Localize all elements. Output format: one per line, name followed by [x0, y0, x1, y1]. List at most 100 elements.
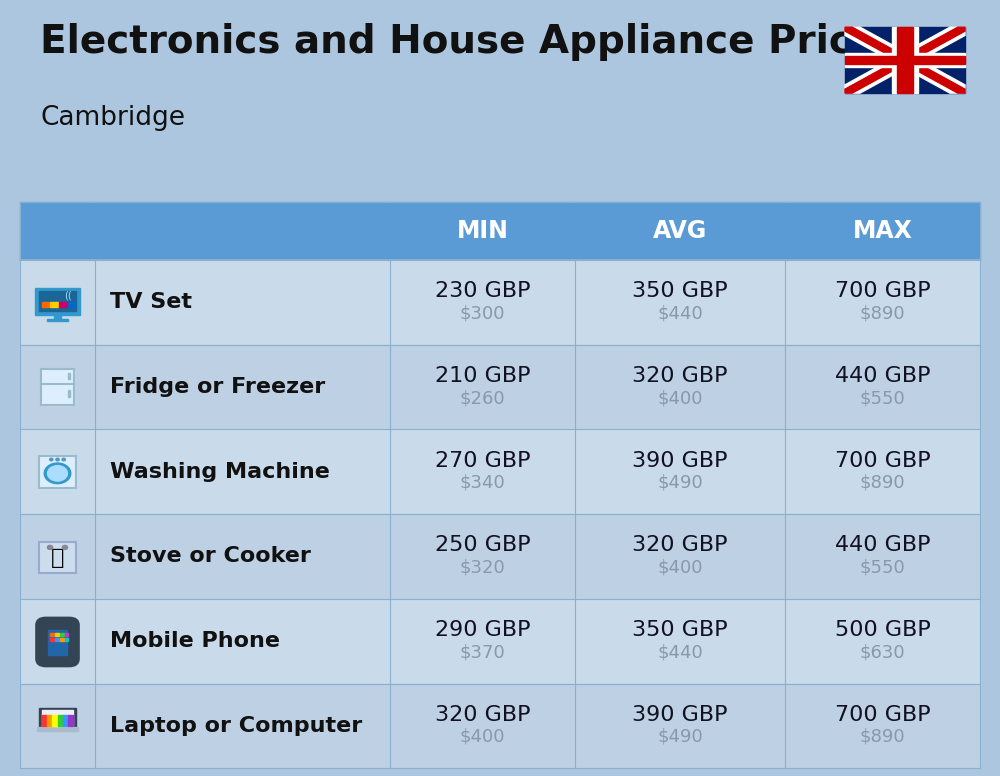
Bar	[50, 633, 54, 636]
Text: Laptop or Computer: Laptop or Computer	[110, 716, 362, 736]
Circle shape	[56, 458, 59, 461]
Circle shape	[62, 458, 65, 461]
Text: 500 GBP: 500 GBP	[835, 620, 930, 640]
Text: 440 GBP: 440 GBP	[835, 366, 930, 386]
Text: AVG: AVG	[653, 219, 707, 243]
Bar	[60, 633, 64, 636]
Bar	[390, 429, 575, 514]
Text: MIN: MIN	[457, 219, 508, 243]
Bar	[60, 638, 64, 641]
Text: 700 GBP: 700 GBP	[835, 451, 930, 471]
Bar	[55, 638, 59, 641]
Bar	[95, 202, 390, 260]
Text: 320 GBP: 320 GBP	[632, 366, 728, 386]
Text: ((: ((	[64, 291, 72, 301]
Bar	[785, 684, 980, 768]
Text: 270 GBP: 270 GBP	[435, 451, 530, 471]
Bar	[47, 715, 52, 726]
Text: 210 GBP: 210 GBP	[435, 366, 530, 386]
Bar	[95, 429, 390, 514]
Text: 390 GBP: 390 GBP	[632, 705, 728, 725]
Bar	[785, 429, 980, 514]
Bar	[65, 638, 68, 641]
Bar	[68, 372, 70, 379]
Polygon shape	[845, 27, 965, 93]
FancyBboxPatch shape	[36, 618, 79, 667]
Bar	[785, 345, 980, 429]
Bar	[39, 542, 76, 573]
Bar	[68, 302, 75, 307]
Bar	[35, 288, 80, 315]
Bar	[390, 599, 575, 684]
Bar	[390, 345, 575, 429]
Polygon shape	[845, 27, 965, 93]
Text: $400: $400	[657, 389, 703, 407]
Text: $260: $260	[460, 389, 505, 407]
Text: $490: $490	[657, 474, 703, 492]
Circle shape	[62, 546, 67, 549]
Bar	[41, 369, 74, 405]
Bar	[575, 260, 785, 345]
Bar	[54, 314, 61, 320]
Bar	[42, 711, 73, 726]
Bar	[785, 599, 980, 684]
Bar	[575, 599, 785, 684]
Bar	[39, 291, 76, 311]
Bar	[52, 715, 58, 726]
Bar	[575, 202, 785, 260]
Bar	[42, 715, 47, 726]
Text: Washing Machine: Washing Machine	[110, 462, 330, 482]
Bar	[20, 429, 95, 514]
Circle shape	[48, 546, 53, 549]
Bar	[37, 727, 78, 731]
Text: Mobile Phone: Mobile Phone	[110, 631, 280, 651]
Text: 320 GBP: 320 GBP	[435, 705, 530, 725]
Bar	[897, 27, 913, 93]
Bar	[42, 302, 49, 307]
Text: 250 GBP: 250 GBP	[435, 535, 530, 556]
Bar	[39, 456, 76, 488]
Bar	[575, 514, 785, 599]
Bar	[20, 260, 95, 345]
Bar	[390, 514, 575, 599]
Bar	[47, 319, 68, 321]
Bar	[39, 708, 76, 727]
Text: $550: $550	[860, 559, 905, 577]
Bar	[95, 260, 390, 345]
Text: 230 GBP: 230 GBP	[435, 282, 530, 301]
Bar	[845, 53, 965, 68]
Bar	[20, 345, 95, 429]
Bar	[68, 390, 70, 397]
Bar	[39, 542, 76, 573]
Bar	[68, 715, 73, 726]
Bar	[390, 202, 575, 260]
Text: $300: $300	[460, 304, 505, 322]
Bar	[63, 715, 68, 726]
Bar	[575, 429, 785, 514]
Text: $630: $630	[860, 643, 905, 661]
Bar	[48, 629, 67, 655]
Bar	[390, 260, 575, 345]
Text: $440: $440	[657, 643, 703, 661]
Text: 390 GBP: 390 GBP	[632, 451, 728, 471]
Text: 700 GBP: 700 GBP	[835, 705, 930, 725]
Text: 350 GBP: 350 GBP	[632, 620, 728, 640]
Text: $400: $400	[460, 728, 505, 746]
Bar	[50, 638, 54, 641]
Text: TV Set: TV Set	[110, 293, 192, 312]
Text: $440: $440	[657, 304, 703, 322]
Bar	[20, 514, 95, 599]
Bar	[845, 56, 965, 64]
Text: 440 GBP: 440 GBP	[835, 535, 930, 556]
Circle shape	[62, 546, 67, 549]
Bar	[575, 684, 785, 768]
Text: Fridge or Freezer: Fridge or Freezer	[110, 377, 325, 397]
Circle shape	[44, 463, 71, 483]
Bar	[892, 27, 918, 93]
Text: $490: $490	[657, 728, 703, 746]
Text: $320: $320	[460, 559, 505, 577]
Bar	[95, 345, 390, 429]
Bar	[58, 715, 63, 726]
Text: 700 GBP: 700 GBP	[835, 282, 930, 301]
Text: Stove or Cooker: Stove or Cooker	[110, 546, 311, 566]
